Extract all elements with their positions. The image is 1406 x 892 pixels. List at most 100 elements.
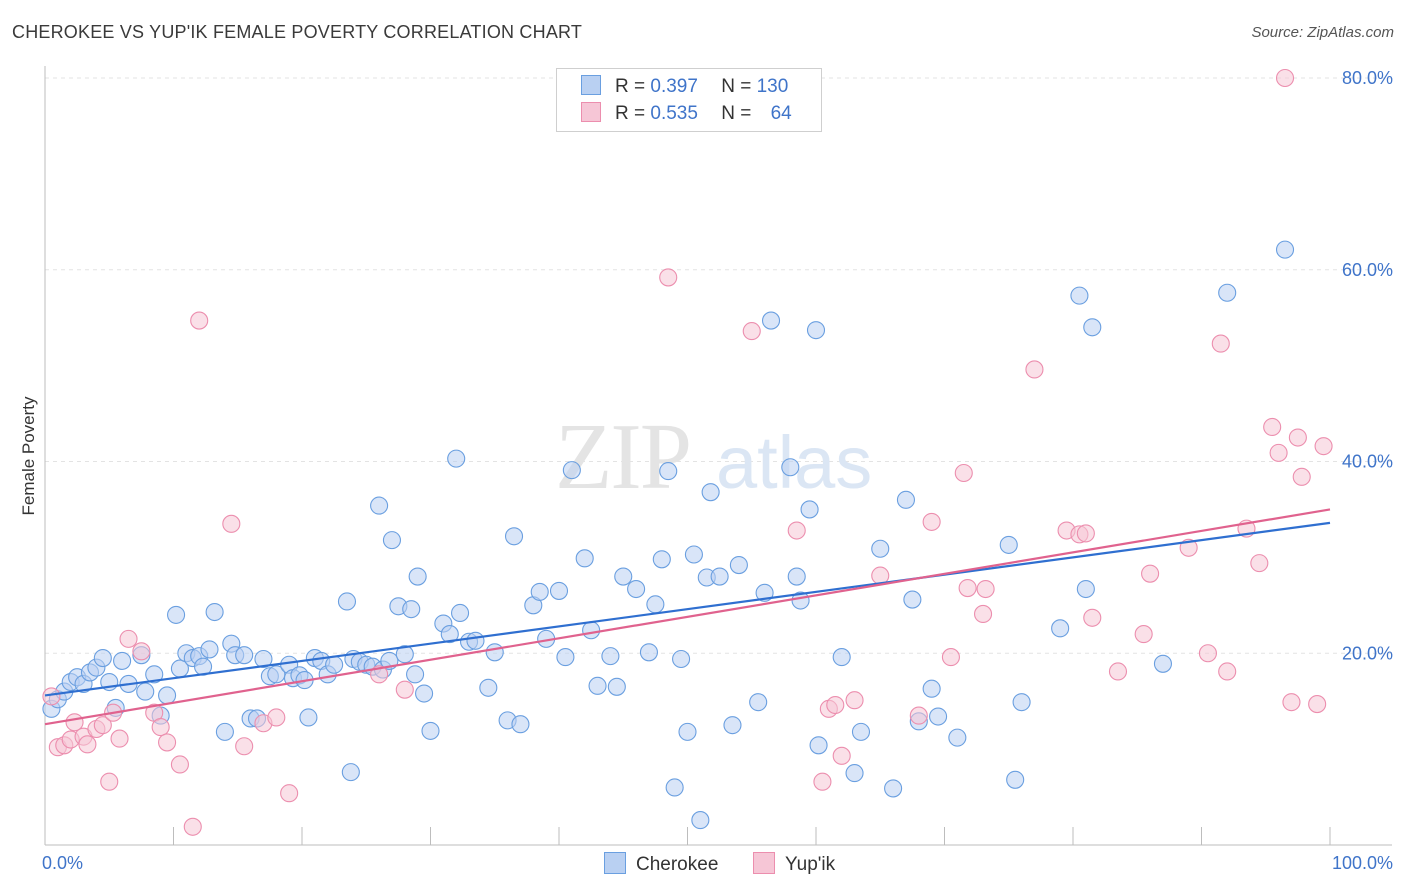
point-yupik <box>1218 662 1237 681</box>
y-tick-label: 80.0% <box>1342 68 1393 88</box>
point-yupik <box>1179 538 1198 557</box>
watermark-zip: ZIP <box>555 405 690 509</box>
point-yupik <box>845 691 864 710</box>
point-cherokee <box>723 716 742 735</box>
point-cherokee <box>1070 286 1089 305</box>
point-yupik <box>93 716 112 735</box>
point-cherokee <box>582 621 601 640</box>
y-axis-label: Female Poverty <box>19 396 38 516</box>
point-cherokee <box>903 590 922 609</box>
point-cherokee <box>485 643 504 662</box>
point-cherokee <box>136 682 155 701</box>
point-yupik <box>151 718 170 737</box>
point-yupik <box>787 521 806 540</box>
point-cherokee <box>929 707 948 726</box>
trend-line-yupik <box>44 508 1331 726</box>
point-yupik <box>1198 644 1217 663</box>
point-cherokee <box>556 648 575 667</box>
point-cherokee <box>158 686 177 705</box>
point-cherokee <box>646 595 665 614</box>
series-swatch-yupik <box>753 852 775 874</box>
point-yupik <box>1275 68 1295 88</box>
legend-n-value: 64 <box>770 103 792 124</box>
x-tick-label: 100.0% <box>1332 853 1393 873</box>
point-yupik <box>42 687 61 706</box>
point-cherokee <box>755 583 774 602</box>
point-yupik <box>110 729 129 748</box>
point-cherokee <box>948 728 967 747</box>
point-cherokee <box>451 603 470 623</box>
point-cherokee <box>466 631 485 650</box>
point-cherokee <box>672 649 691 669</box>
point-cherokee <box>299 708 318 727</box>
point-yupik <box>1134 625 1153 644</box>
point-yupik <box>170 755 189 774</box>
point-cherokee <box>806 321 826 340</box>
point-cherokee <box>504 527 524 546</box>
point-yupik <box>1308 695 1327 714</box>
point-cherokee <box>167 605 186 624</box>
point-cherokee <box>267 665 286 684</box>
point-cherokee <box>254 649 273 669</box>
point-cherokee <box>370 496 389 515</box>
point-cherokee <box>215 722 234 741</box>
point-cherokee <box>113 651 132 670</box>
point-cherokee <box>787 567 806 586</box>
point-yupik <box>1025 360 1044 379</box>
point-cherokee <box>235 646 254 665</box>
series-name: Cherokee <box>636 854 719 875</box>
point-cherokee <box>1076 579 1095 599</box>
legend-r-value: 0.535 <box>650 103 698 124</box>
point-yupik <box>659 268 678 287</box>
point-yupik <box>742 322 761 341</box>
point-cherokee <box>337 592 357 611</box>
point-cherokee <box>922 679 941 698</box>
point-cherokee <box>447 449 466 468</box>
y-tick-label: 40.0% <box>1342 452 1393 472</box>
trend-line-cherokee <box>44 521 1331 697</box>
point-cherokee <box>530 582 549 601</box>
point-cherokee <box>1083 318 1102 337</box>
y-tick-label: 60.0% <box>1342 260 1393 280</box>
point-cherokee <box>845 764 864 783</box>
point-cherokee <box>710 567 729 586</box>
point-yupik <box>1250 554 1269 573</box>
point-yupik <box>1269 443 1288 462</box>
point-cherokee <box>627 579 646 599</box>
point-cherokee <box>200 640 219 659</box>
point-cherokee <box>415 684 434 703</box>
point-cherokee <box>408 567 427 586</box>
point-cherokee <box>749 693 768 712</box>
point-yupik <box>119 629 138 648</box>
series-name: Yup'ik <box>785 854 836 875</box>
point-cherokee <box>440 625 459 644</box>
point-cherokee <box>145 665 164 684</box>
point-yupik <box>1083 608 1102 627</box>
legend-r-label: R = <box>615 103 646 124</box>
series-legend-yupik: Yup'ik <box>753 852 835 876</box>
series-swatch-cherokee <box>604 852 626 874</box>
point-cherokee <box>896 490 916 509</box>
point-yupik <box>1288 428 1307 447</box>
legend-row-cherokee: R = 0.397 N = 130 <box>581 75 788 99</box>
legend-swatch-yupik <box>581 102 601 122</box>
point-cherokee <box>549 581 569 600</box>
point-yupik <box>826 695 845 715</box>
point-yupik <box>395 680 414 699</box>
point-yupik <box>267 708 286 727</box>
point-yupik <box>973 604 993 623</box>
point-cherokee <box>851 722 871 741</box>
point-yupik <box>976 579 995 599</box>
point-yupik <box>832 746 851 765</box>
point-cherokee <box>325 655 344 674</box>
point-cherokee <box>761 311 781 330</box>
chart-title: CHEROKEE VS YUP'IK FEMALE POVERTY CORREL… <box>12 22 583 42</box>
point-yupik <box>1292 467 1311 486</box>
point-yupik <box>909 706 928 725</box>
tick-labels: 20.0% 40.0% 60.0% 80.0% 0.0% 100.0% <box>42 68 1393 873</box>
point-yupik <box>190 311 209 330</box>
point-cherokee <box>832 648 851 667</box>
legend-r-label: R = <box>615 76 646 97</box>
point-cherokee <box>800 500 819 519</box>
